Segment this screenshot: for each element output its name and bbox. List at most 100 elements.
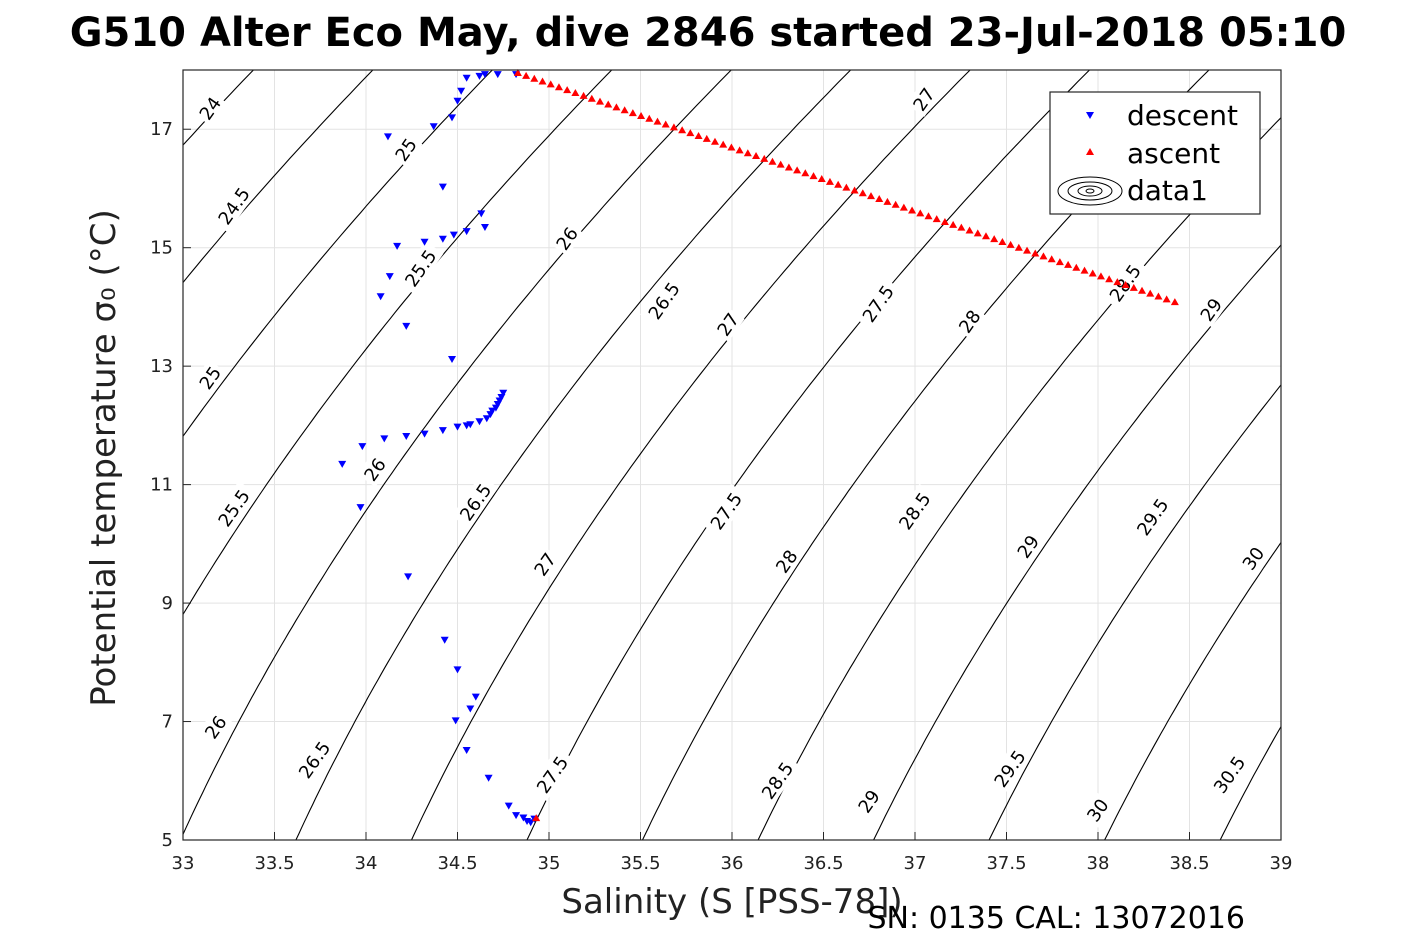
- ascent-marker: [604, 100, 613, 108]
- descent-marker: [420, 430, 429, 438]
- ascent-marker: [1154, 292, 1163, 300]
- contour-label-bg: [1080, 792, 1115, 828]
- ascent-marker: [784, 163, 793, 171]
- ascent-marker: [801, 169, 810, 177]
- contour-line: [1219, 725, 1281, 840]
- ascent-marker: [932, 215, 941, 223]
- ascent-marker: [752, 152, 761, 160]
- legend: descent ascent data1: [1049, 91, 1261, 215]
- contour-label-bg: [388, 131, 423, 168]
- contour-label-bg: [851, 783, 886, 819]
- descent-marker: [495, 397, 504, 405]
- ascent-marker: [817, 174, 826, 182]
- ascent-marker: [530, 74, 539, 82]
- contour-label-bg: [1128, 489, 1176, 544]
- y-tick-label: 15: [150, 238, 173, 259]
- ascent-marker: [768, 157, 777, 165]
- ascent-marker: [727, 143, 736, 151]
- ascent-marker: [645, 114, 654, 122]
- descent-marker: [420, 238, 429, 246]
- ascent-marker: [875, 195, 884, 203]
- ascent-marker: [743, 149, 752, 157]
- ascent-marker: [554, 83, 563, 91]
- ascent-marker: [1088, 269, 1097, 277]
- descent-marker: [438, 427, 447, 435]
- descent-marker: [462, 422, 471, 430]
- descent-marker: [453, 423, 462, 431]
- contour-line: [410, 70, 971, 840]
- ascent-marker: [1170, 298, 1179, 306]
- ascent-marker: [653, 117, 662, 125]
- y-tick-label: 5: [162, 830, 173, 851]
- ascent-marker: [1072, 263, 1081, 271]
- descent-marker: [493, 71, 502, 79]
- ascent-marker: [1162, 295, 1171, 303]
- ascent-marker: [678, 126, 687, 134]
- descent-marker: [358, 443, 367, 451]
- contour-label-bg: [640, 273, 687, 328]
- contour-label-bg: [198, 709, 233, 745]
- x-tick-label: 34.5: [437, 853, 477, 874]
- descent-marker: [453, 97, 462, 105]
- descent-marker: [475, 418, 484, 426]
- ascent-marker: [702, 134, 711, 142]
- ascent-marker: [637, 111, 646, 119]
- ascent-marker: [719, 140, 728, 148]
- descent-marker: [488, 407, 497, 415]
- ascent-marker: [612, 103, 621, 111]
- descent-marker: [440, 636, 449, 644]
- contour-label-bg: [753, 753, 801, 807]
- ascent-marker: [990, 235, 999, 243]
- ascent-marker: [842, 183, 851, 191]
- ascent-marker: [973, 229, 982, 237]
- descent-marker: [486, 411, 495, 419]
- ascent-marker: [735, 146, 744, 154]
- descent-marker: [457, 87, 466, 95]
- descent-marker: [393, 242, 402, 250]
- legend-data1-label: data1: [1127, 174, 1208, 207]
- y-tick-label: 13: [150, 356, 173, 377]
- ascent-marker: [1129, 283, 1138, 291]
- chart-title: G510 Alter Eco May, dive 2846 started 23…: [70, 10, 1347, 56]
- descent-marker: [480, 223, 489, 231]
- contour-line: [1104, 541, 1281, 840]
- legend-contour-icon: [1057, 176, 1123, 206]
- contour-label-bg: [985, 741, 1033, 796]
- contour-label-bg: [952, 303, 987, 339]
- x-axis-ticks: 33 33.5 34 34.5 35 35.5 36 36.5 37 37.5 38 38.5 39: [172, 832, 1292, 874]
- ascent-marker: [563, 86, 572, 94]
- legend-descent-marker: [1086, 112, 1094, 119]
- ascent-marker: [587, 94, 596, 102]
- ascent-marker: [809, 172, 818, 180]
- contour-label-bg: [702, 483, 750, 538]
- ascent-marker: [1023, 246, 1032, 254]
- ascent-marker: [867, 192, 876, 200]
- descent-marker: [471, 693, 480, 701]
- descent-marker: [404, 573, 413, 581]
- ascent-marker: [1121, 280, 1130, 288]
- ascent-marker: [899, 203, 908, 211]
- ascent-marker: [694, 131, 703, 139]
- ascent-marker: [940, 217, 949, 225]
- descent-marker: [338, 460, 347, 468]
- legend-ascent-label: ascent: [1127, 137, 1220, 170]
- ascent-marker: [1064, 260, 1073, 268]
- descent-marker: [504, 802, 513, 810]
- x-tick-label: 37.5: [986, 853, 1026, 874]
- ascent-marker: [850, 186, 859, 194]
- ascent-marker: [1047, 255, 1056, 263]
- ascent-marker: [1080, 266, 1089, 274]
- density-contours: [183, 70, 1281, 840]
- descent-marker: [376, 293, 385, 301]
- ascent-marker: [1055, 258, 1064, 266]
- ascent-marker: [760, 154, 769, 162]
- ascent-marker: [620, 106, 629, 114]
- contour-label-bg: [1235, 540, 1270, 576]
- descent-marker: [385, 273, 394, 281]
- legend-ascent-marker: [1086, 148, 1094, 155]
- contour-label-bg: [854, 276, 901, 331]
- y-tick-label: 7: [162, 712, 173, 733]
- ascent-marker: [965, 226, 974, 234]
- ascent-marker: [998, 238, 1007, 246]
